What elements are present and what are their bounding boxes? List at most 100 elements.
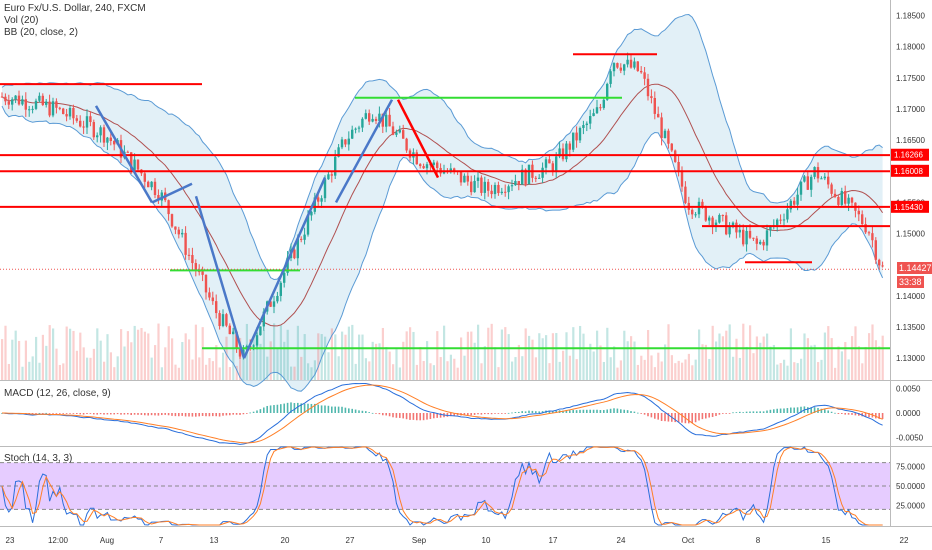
volume-bar	[453, 358, 456, 380]
macd-histogram-bar	[548, 410, 551, 413]
macd-histogram-bar	[405, 413, 408, 420]
volume-bar	[405, 331, 408, 380]
macd-histogram-bar	[722, 413, 724, 414]
macd-histogram-bar	[38, 412, 41, 414]
candle-body	[776, 219, 779, 226]
volume-bar	[766, 333, 769, 380]
macd-histogram-bar	[562, 410, 564, 413]
macd-histogram-bar	[422, 413, 425, 421]
macd-histogram-bar	[511, 412, 513, 414]
volume-bar	[827, 326, 830, 380]
volume-bar	[205, 364, 208, 380]
macd-histogram-bar	[701, 413, 704, 420]
macd-histogram-bar	[130, 413, 132, 416]
candle-body	[561, 148, 565, 160]
volume-bar	[385, 347, 388, 380]
candle-body	[238, 347, 242, 357]
volume-bar	[674, 363, 677, 380]
macd-histogram-bar	[382, 413, 384, 416]
candle-body	[827, 176, 830, 185]
candle-body	[351, 129, 354, 139]
volume-bar	[415, 364, 418, 380]
candle-body	[803, 176, 806, 182]
candle-body	[4, 96, 7, 102]
macd-histogram-bar	[569, 410, 571, 413]
candle-body	[565, 143, 568, 160]
candle-body	[68, 107, 72, 117]
candle-body	[126, 151, 129, 153]
macd-histogram-bar	[120, 413, 122, 415]
time-axis-label: 24	[617, 536, 626, 545]
volume-bar	[847, 359, 850, 380]
macd-histogram-bar	[749, 411, 751, 413]
candle-body	[51, 101, 55, 116]
volume-bar	[286, 329, 289, 380]
volume-bar	[69, 328, 72, 380]
macd-histogram-bar	[609, 408, 612, 413]
macd-histogram-bar	[494, 413, 496, 414]
candle-body	[130, 152, 133, 170]
volume-bar	[266, 356, 269, 380]
bollinger-fill	[2, 14, 883, 392]
candle-body	[181, 232, 184, 235]
candle-body	[721, 215, 724, 217]
volume-bar	[72, 330, 75, 380]
volume-bar	[602, 361, 605, 380]
candle-body	[388, 114, 391, 127]
volume-bar	[177, 367, 180, 380]
macd-histogram-bar	[188, 413, 190, 417]
last-price-tag: 1.14427	[897, 262, 932, 274]
macd-histogram-bar	[375, 413, 377, 414]
candle-body	[599, 107, 602, 109]
candle-body	[449, 168, 452, 173]
candle-body	[820, 178, 823, 180]
candle-body	[840, 191, 843, 205]
volume-bar	[504, 327, 507, 380]
volume-bar	[803, 333, 806, 380]
macd-histogram-bar	[484, 413, 486, 415]
macd-histogram-bar	[708, 413, 710, 418]
candle-body	[378, 113, 381, 121]
macd-histogram-bar	[807, 407, 809, 413]
volume-bar	[337, 356, 340, 380]
macd-histogram-bar	[113, 413, 115, 415]
candle-body	[211, 297, 214, 302]
volume-bar	[708, 358, 711, 380]
candle-body	[524, 169, 527, 185]
macd-histogram-bar	[844, 413, 846, 415]
volume-bar	[324, 336, 327, 380]
macd-histogram-bar	[290, 402, 292, 413]
volume-bar	[388, 351, 391, 380]
volume-bar	[871, 324, 874, 380]
candle-body	[395, 132, 398, 135]
macd-histogram-bar	[72, 413, 75, 414]
macd-histogram-bar	[137, 413, 139, 415]
candle-body	[629, 59, 633, 68]
volume-bar	[242, 358, 245, 380]
candle-body	[861, 214, 864, 225]
macd-histogram-bar	[603, 410, 605, 413]
candle-body	[232, 331, 235, 335]
macd-histogram-bar	[745, 411, 748, 413]
macd-histogram-bar	[276, 404, 279, 413]
macd-histogram-bar	[426, 413, 428, 420]
candle-body	[470, 181, 473, 193]
macd-histogram-bar	[535, 411, 537, 413]
candle-body	[718, 215, 721, 223]
volume-bar	[813, 344, 816, 380]
volume-bar	[392, 364, 395, 380]
macd-histogram-bar	[89, 413, 92, 414]
volume-bar	[585, 349, 588, 380]
candle-body	[28, 109, 31, 111]
candle-body	[143, 173, 146, 182]
volume-bar	[793, 362, 796, 380]
macd-histogram-bar	[596, 409, 598, 413]
volume-bar	[218, 367, 221, 380]
candle-body	[198, 271, 201, 273]
volume-bar	[198, 357, 201, 380]
candle-body	[218, 313, 221, 327]
macd-histogram-bar	[82, 413, 85, 415]
macd-histogram-bar	[592, 409, 595, 413]
volume-bar	[276, 348, 279, 380]
